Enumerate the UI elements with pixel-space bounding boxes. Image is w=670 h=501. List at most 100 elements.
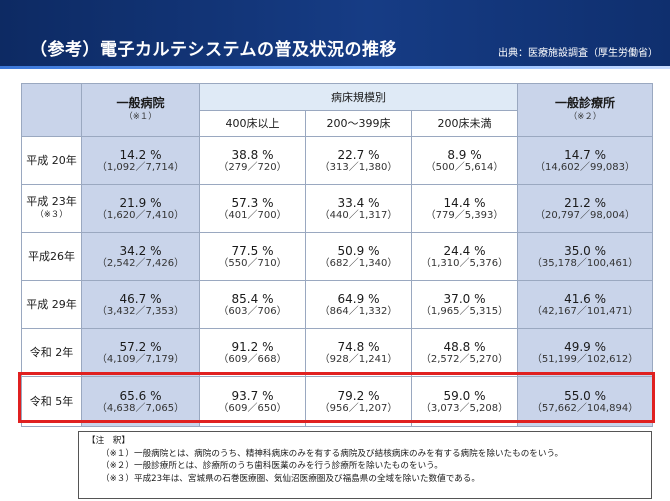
table-row-highlighted: 令和 5年 65.6 % （4,638／7,065） 93.7 % （609／650… — [21, 376, 654, 427]
cell-400-beds: 38.8 % （279／720） — [199, 136, 306, 185]
header-general-clinic: 一般診療所 （※２） — [517, 83, 654, 137]
row-year-label: 平成 23年 （※３） — [21, 184, 82, 233]
row-year-label: 令和 2年 — [21, 328, 82, 377]
cell-400-beds: 91.2 % （609／668） — [199, 328, 306, 377]
cell-count: （440／1,317） — [319, 209, 398, 221]
cell-general-hospital: 21.9 % （1,620／7,410） — [81, 184, 200, 233]
cell-percent: 21.9 % — [119, 195, 162, 210]
cell-percent: 41.6 % — [564, 291, 606, 306]
cell-percent: 35.0 % — [564, 243, 606, 258]
cell-count: （401／700） — [218, 209, 287, 221]
table-row: 平成 29年 46.7 % （3,432／7,353） 85.4 % （603／70… — [21, 280, 654, 329]
header-general-hospital: 一般病院 （※１） — [81, 83, 200, 137]
cell-200-399-beds: 64.9 % （864／1,332） — [305, 280, 412, 329]
cell-percent: 49.9 % — [564, 339, 606, 354]
cell-general-hospital: 57.2 % （4,109／7,179） — [81, 328, 200, 377]
header-general-hospital-note: （※１） — [124, 111, 157, 122]
cell-general-hospital: 65.6 % （4,638／7,065） — [81, 376, 200, 427]
cell-count: （51,199／102,612） — [531, 353, 639, 365]
row-year-note: （※３） — [35, 210, 68, 220]
cell-under-200-beds: 24.4 % （1,310／5,376） — [410, 232, 519, 281]
row-year-text: 平成26年 — [28, 250, 75, 263]
row-year-text: 平成 29年 — [26, 298, 77, 311]
cell-count: （279／720） — [218, 161, 287, 173]
cell-percent: 34.2 % — [119, 243, 162, 258]
cell-general-clinic: 49.9 % （51,199／102,612） — [517, 328, 654, 377]
cell-percent: 55.0 % — [564, 388, 606, 403]
notes-box: 【注 釈】 （※１）一般病院とは、病院のうち、精神科病床のみを有する病院及び結核… — [78, 431, 652, 499]
header-general-clinic-note: （※２） — [568, 111, 602, 122]
cell-count: （609／650） — [218, 402, 287, 414]
cell-percent: 46.7 % — [119, 291, 162, 306]
cell-under-200-beds: 37.0 % （1,965／5,315） — [410, 280, 519, 329]
cell-percent: 24.4 % — [443, 243, 486, 258]
cell-count: （779／5,393） — [425, 209, 504, 221]
header-banner: （参考）電子カルテシステムの普及状況の推移 出典：医療施設調査（厚生労働省） — [0, 0, 670, 66]
cell-400-beds: 57.3 % （401／700） — [199, 184, 306, 233]
cell-200-399-beds: 79.2 % （956／1,207） — [305, 376, 412, 427]
cell-count: （956／1,207） — [319, 402, 398, 414]
cell-percent: 77.5 % — [231, 243, 274, 258]
cell-percent: 93.7 % — [231, 388, 274, 403]
cell-count: （1,620／7,410） — [96, 209, 185, 221]
cell-count: （682／1,340） — [319, 257, 398, 269]
cell-percent: 74.8 % — [337, 339, 380, 354]
table-row: 令和 2年 57.2 % （4,109／7,179） 91.2 % （609／668… — [21, 328, 654, 377]
row-year-label: 平成 20年 — [21, 136, 82, 185]
cell-400-beds: 85.4 % （603／706） — [199, 280, 306, 329]
table-row: 平成 20年 14.2 % （1,092／7,714） 38.8 % （279／72… — [21, 136, 654, 185]
cell-general-clinic: 55.0 % （57,662／104,894） — [517, 376, 654, 427]
cell-under-200-beds: 8.9 % （500／5,614） — [410, 136, 519, 185]
header-bed-scale: 病床規模別 — [198, 83, 519, 111]
table-row: 平成26年 34.2 % （2,542／7,426） 77.5 % （550／710… — [21, 232, 654, 281]
cell-percent: 91.2 % — [231, 339, 274, 354]
header-accent-bar — [0, 66, 670, 69]
header-under-200-beds: 200床未満 — [410, 110, 519, 137]
table-row: 平成 23年 （※３） 21.9 % （1,620／7,410） 57.3 % （40… — [21, 184, 654, 233]
cell-200-399-beds: 33.4 % （440／1,317） — [305, 184, 412, 233]
cell-percent: 21.2 % — [564, 195, 606, 210]
cell-under-200-beds: 48.8 % （2,572／5,270） — [410, 328, 519, 377]
cell-percent: 8.9 % — [447, 147, 482, 162]
note-item: （※２）一般診療所とは、診療所のうち歯科医業のみを行う診療所を除いたものをいう。 — [101, 461, 443, 471]
cell-under-200-beds: 14.4 % （779／5,393） — [410, 184, 519, 233]
row-year-label: 令和 5年 — [21, 376, 82, 427]
cell-count: （1,092／7,714） — [96, 161, 185, 173]
cell-200-399-beds: 22.7 % （313／1,380） — [305, 136, 412, 185]
cell-percent: 59.0 % — [443, 388, 486, 403]
cell-count: （928／1,241） — [319, 353, 398, 365]
cell-count: （4,638／7,065） — [96, 402, 185, 414]
cell-count: （550／710） — [218, 257, 287, 269]
cell-percent: 79.2 % — [337, 388, 380, 403]
note-item: （※３）平成23年は、宮城県の石巻医療圏、気仙沼医療圏及び福島県の全域を除いた数… — [101, 473, 480, 484]
cell-count: （2,542／7,426） — [96, 257, 185, 269]
cell-general-clinic: 14.7 % （14,602／99,083） — [517, 136, 654, 185]
cell-percent: 14.7 % — [564, 147, 606, 162]
cell-general-hospital: 34.2 % （2,542／7,426） — [81, 232, 200, 281]
cell-percent: 57.2 % — [119, 339, 162, 354]
cell-general-clinic: 21.2 % （20,797／98,004） — [517, 184, 654, 233]
cell-count: （35,178／100,461） — [531, 257, 639, 269]
cell-percent: 65.6 % — [119, 388, 162, 403]
page-title: （参考）電子カルテシステムの普及状況の推移 — [30, 40, 397, 60]
cell-200-399-beds: 50.9 % （682／1,340） — [305, 232, 412, 281]
cell-count: （20,797／98,004） — [535, 209, 636, 221]
adoption-table: 一般病院 （※１） 病床規模別 一般診療所 （※２） 400床以上 200～39… — [21, 83, 654, 427]
cell-count: （3,432／7,353） — [96, 305, 185, 317]
cell-count: （3,073／5,208） — [420, 402, 509, 414]
cell-general-hospital: 46.7 % （3,432／7,353） — [81, 280, 200, 329]
row-year-label: 平成26年 — [21, 232, 82, 281]
cell-400-beds: 77.5 % （550／710） — [199, 232, 306, 281]
cell-count: （500／5,614） — [425, 161, 504, 173]
row-year-text: 平成 23年 — [26, 195, 77, 208]
cell-general-clinic: 41.6 % （42,167／101,471） — [517, 280, 654, 329]
cell-percent: 37.0 % — [443, 291, 486, 306]
cell-percent: 85.4 % — [231, 291, 274, 306]
row-year-label: 平成 29年 — [21, 280, 82, 329]
cell-200-399-beds: 74.8 % （928／1,241） — [305, 328, 412, 377]
header-general-clinic-label: 一般診療所 — [555, 95, 616, 110]
row-year-text: 令和 5年 — [29, 395, 74, 408]
note-item: （※１）一般病院とは、病院のうち、精神科病床のみを有する病院及び結核病床のみを有… — [101, 448, 564, 459]
header-200-399-beds: 200～399床 — [305, 110, 412, 137]
cell-count: （609／668） — [218, 353, 287, 365]
